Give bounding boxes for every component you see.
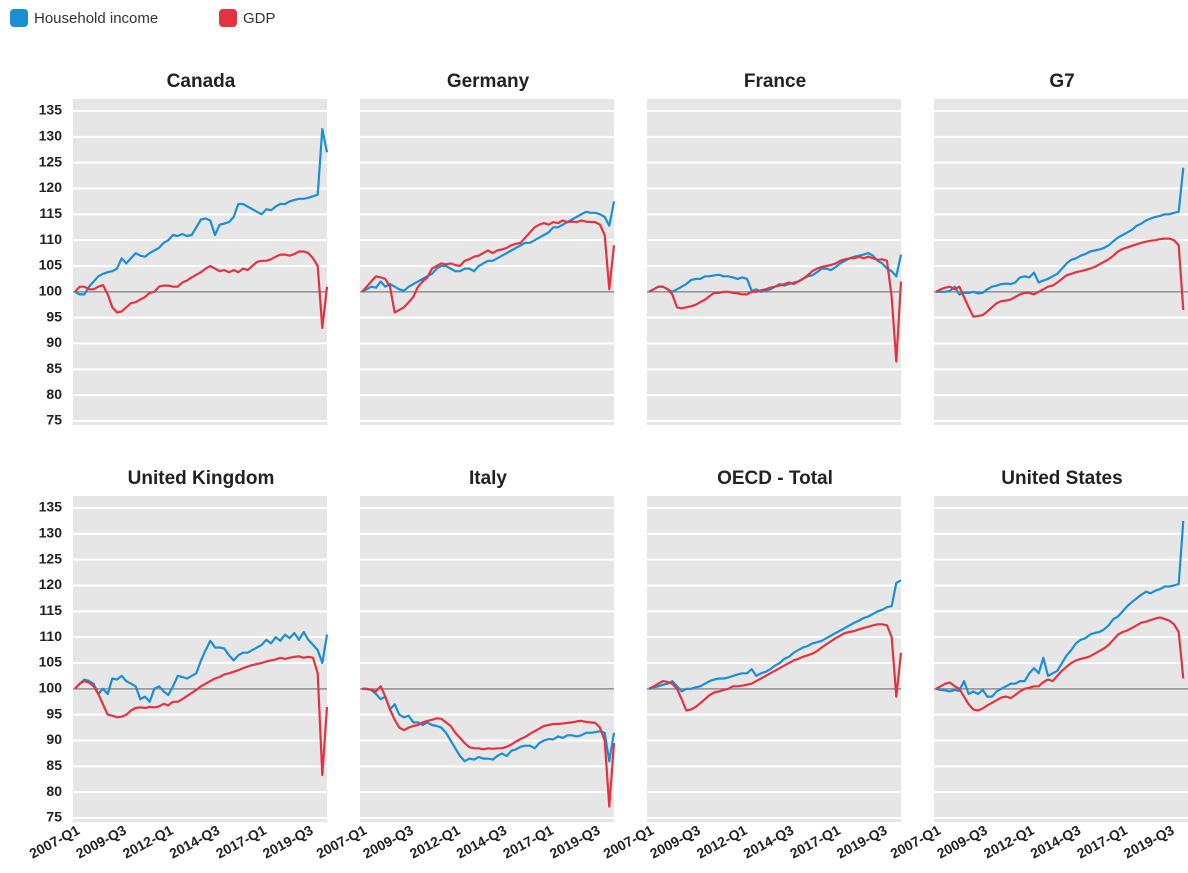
series-line — [935, 616, 1185, 712]
x-tick-label: 2012-Q1 — [694, 822, 750, 862]
y-tick-label: 105 — [39, 654, 63, 670]
series-line — [935, 520, 1185, 698]
y-tick-label: 95 — [46, 308, 62, 324]
y-tick-label: 75 — [46, 412, 62, 428]
x-tick-label: 2007-Q1 — [27, 822, 83, 862]
x-tick-label: 2007-Q1 — [888, 822, 944, 862]
y-tick-label: 80 — [46, 783, 62, 799]
x-tick-label: 2007-Q1 — [601, 822, 657, 862]
y-tick-label: 90 — [46, 731, 62, 747]
series-line — [361, 219, 616, 314]
x-tick-label: 2012-Q1 — [120, 822, 176, 862]
panel-title: Germany — [447, 71, 530, 92]
y-tick-label: 85 — [46, 360, 62, 376]
series-line — [74, 655, 329, 777]
panel-title: United States — [1001, 468, 1122, 489]
series-line — [74, 128, 329, 296]
series-line — [648, 579, 902, 693]
x-tick-label: 2019-Q3 — [834, 822, 890, 862]
y-tick-label: 125 — [39, 550, 63, 566]
y-tick-label: 100 — [39, 680, 63, 696]
panel-title: OECD - Total — [717, 468, 833, 489]
x-tick-label: 2009-Q3 — [73, 822, 129, 862]
x-tick-label: 2014-Q3 — [741, 822, 797, 862]
panel-title: Italy — [469, 468, 507, 489]
legend-swatch — [10, 9, 28, 27]
y-tick-label: 110 — [39, 231, 62, 247]
y-tick-label: 120 — [39, 576, 63, 592]
y-tick-label: 115 — [39, 602, 62, 618]
x-tick-label: 2019-Q3 — [1121, 822, 1177, 862]
y-tick-label: 100 — [39, 283, 63, 299]
y-tick-label: 135 — [39, 102, 63, 118]
x-tick-label: 2009-Q3 — [360, 822, 416, 862]
y-tick-label: 105 — [39, 257, 63, 273]
panel-background — [647, 496, 901, 822]
series-line — [362, 687, 616, 763]
panel-title: France — [744, 71, 806, 92]
y-tick-label: 125 — [39, 153, 63, 169]
x-tick-label: 2017-Q1 — [500, 822, 556, 862]
y-tick-label: 130 — [39, 128, 63, 144]
panel-title: Canada — [167, 71, 236, 92]
series-line — [648, 623, 903, 712]
x-tick-label: 2014-Q3 — [454, 822, 510, 862]
series-line — [74, 630, 329, 703]
series-line — [362, 685, 616, 808]
panel-background — [73, 99, 327, 425]
x-tick-label: 2012-Q1 — [407, 822, 463, 862]
x-tick-label: 2014-Q3 — [167, 822, 223, 862]
x-tick-label: 2019-Q3 — [547, 822, 603, 862]
y-tick-label: 75 — [46, 809, 62, 825]
series-line — [936, 167, 1185, 296]
y-tick-label: 85 — [46, 757, 62, 773]
x-tick-label: 2009-Q3 — [647, 822, 703, 862]
y-tick-label: 120 — [39, 179, 63, 195]
y-tick-label: 130 — [39, 525, 63, 541]
legend-label: GDP — [243, 10, 276, 27]
panel-background — [360, 496, 614, 822]
x-tick-label: 2007-Q1 — [314, 822, 370, 862]
series-line — [648, 255, 903, 363]
panel-background — [647, 99, 901, 425]
y-tick-label: 135 — [39, 499, 63, 515]
series-line — [935, 237, 1185, 318]
y-tick-label: 80 — [46, 386, 62, 402]
x-tick-label: 2019-Q3 — [260, 822, 316, 862]
series-line — [361, 201, 616, 293]
legend-label: Household income — [34, 10, 158, 27]
legend-swatch — [219, 9, 237, 27]
y-tick-label: 110 — [39, 628, 62, 644]
y-tick-label: 90 — [46, 334, 62, 350]
panel-background — [934, 496, 1188, 822]
panel-title: United Kingdom — [128, 468, 275, 489]
y-tick-label: 115 — [39, 205, 62, 221]
x-tick-label: 2017-Q1 — [787, 822, 843, 862]
x-tick-label: 2009-Q3 — [934, 822, 990, 862]
series-line — [74, 250, 329, 330]
x-tick-label: 2012-Q1 — [981, 822, 1037, 862]
panel-background — [934, 99, 1188, 425]
x-tick-label: 2014-Q3 — [1028, 822, 1084, 862]
x-tick-label: 2017-Q1 — [1074, 822, 1130, 862]
panel-title: G7 — [1049, 71, 1074, 92]
x-tick-label: 2017-Q1 — [213, 822, 269, 862]
y-tick-label: 95 — [46, 705, 62, 721]
